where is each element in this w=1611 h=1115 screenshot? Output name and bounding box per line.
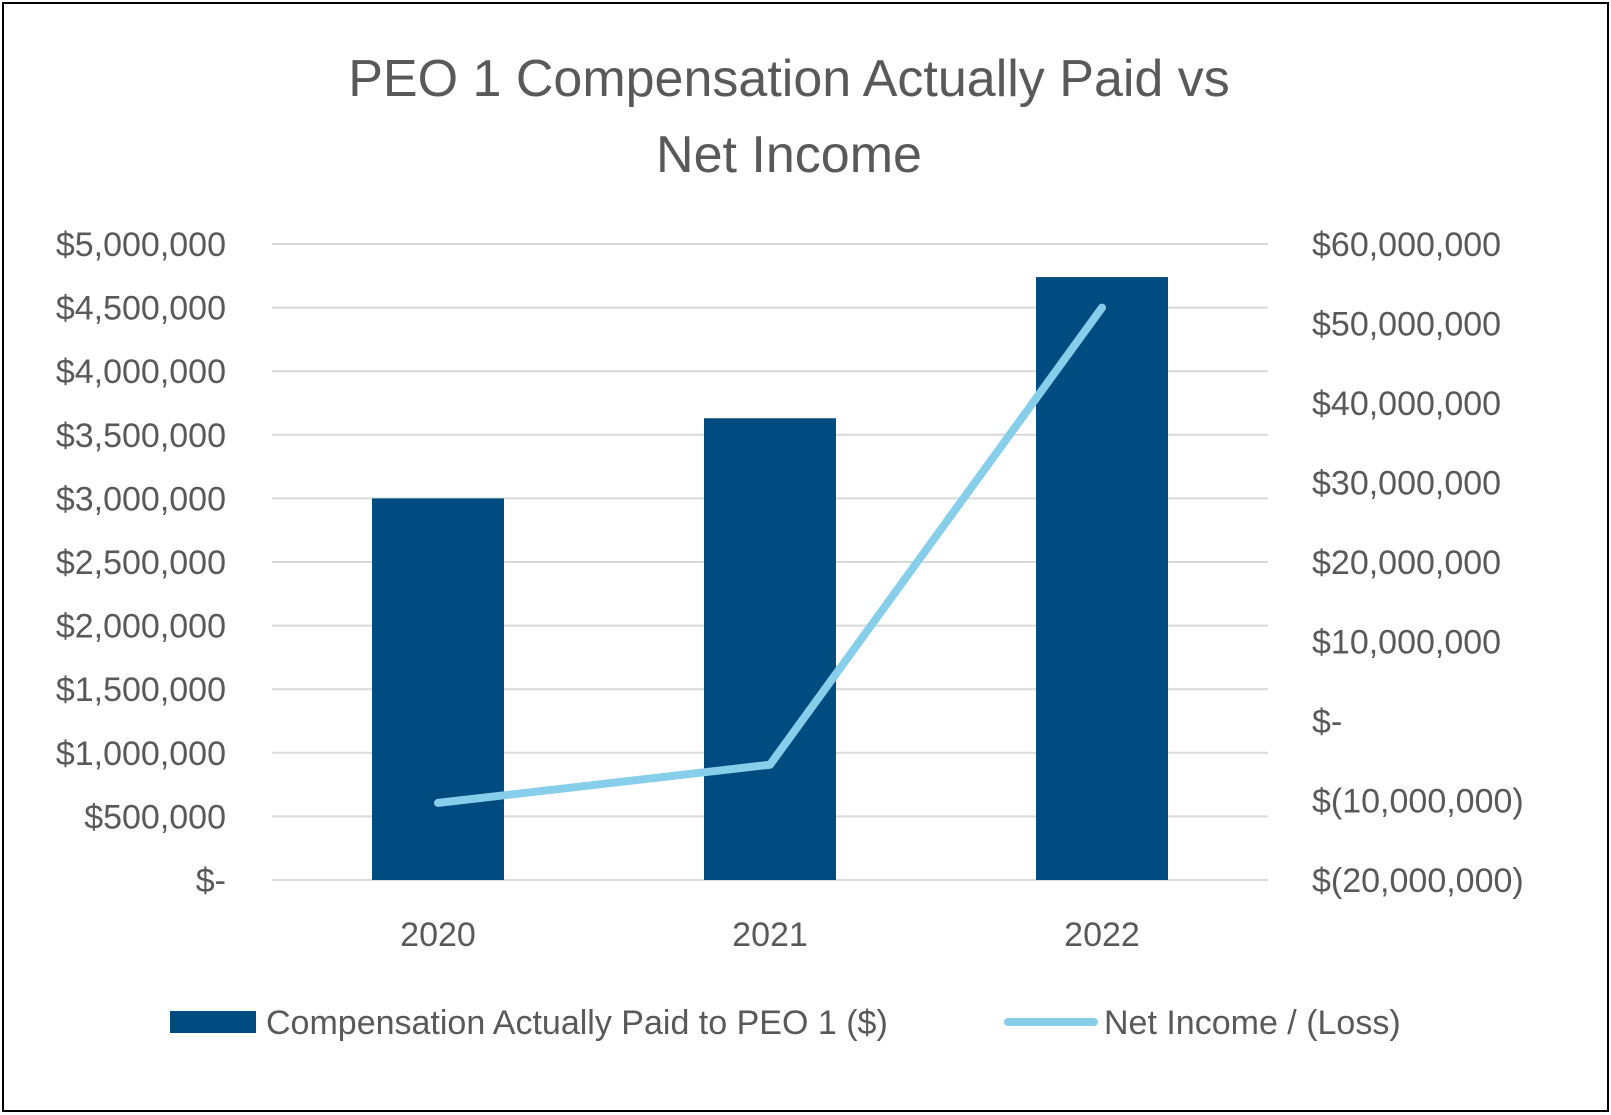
x-tick-label: 2020 [400, 916, 476, 954]
chart-title-line-2: Net Income [656, 126, 922, 184]
left-tick-label: $2,000,000 [56, 608, 226, 646]
legend-line-label: Net Income / (Loss) [1104, 1004, 1401, 1042]
legend: Compensation Actually Paid to PEO 1 ($) … [170, 1004, 1401, 1042]
legend-bar-label: Compensation Actually Paid to PEO 1 ($) [266, 1004, 888, 1042]
right-tick-label: $10,000,000 [1312, 624, 1501, 662]
left-tick-label: $1,000,000 [56, 735, 226, 773]
right-tick-label: $- [1312, 703, 1342, 741]
left-tick-label: $1,500,000 [56, 671, 226, 709]
bar-2021 [704, 418, 836, 880]
left-tick-label: $4,000,000 [56, 353, 226, 391]
x-axis: 2020 2021 2022 [400, 916, 1140, 954]
x-tick-label: 2022 [1064, 916, 1140, 954]
right-tick-label: $60,000,000 [1312, 226, 1501, 264]
right-tick-label: $50,000,000 [1312, 306, 1501, 344]
x-tick-label: 2021 [732, 916, 808, 954]
left-tick-label: $4,500,000 [56, 290, 226, 328]
right-tick-label: $(20,000,000) [1312, 862, 1524, 900]
left-tick-label: $- [196, 862, 226, 900]
right-tick-label: $(10,000,000) [1312, 783, 1524, 821]
chart: PEO 1 Compensation Actually Paid vs Net … [4, 4, 1607, 1110]
chart-title: PEO 1 Compensation Actually Paid vs Net … [348, 50, 1230, 184]
left-tick-label: $3,500,000 [56, 417, 226, 455]
right-tick-label: $20,000,000 [1312, 544, 1501, 582]
right-y-axis: $(20,000,000) $(10,000,000) $- $10,000,000 $… [1312, 226, 1524, 900]
left-tick-label: $5,000,000 [56, 226, 226, 264]
left-y-axis: $- $500,000 $1,000,000 $1,500,000 $2,000,000… [56, 226, 226, 900]
left-tick-label: $2,500,000 [56, 544, 226, 582]
bar-series [372, 277, 1168, 880]
left-tick-label: $3,000,000 [56, 480, 226, 518]
right-tick-label: $40,000,000 [1312, 385, 1501, 423]
legend-bar-swatch [170, 1011, 256, 1033]
bar-2020 [372, 498, 504, 880]
chart-title-line-1: PEO 1 Compensation Actually Paid vs [348, 50, 1230, 108]
left-tick-label: $500,000 [84, 798, 226, 836]
right-tick-label: $30,000,000 [1312, 465, 1501, 503]
